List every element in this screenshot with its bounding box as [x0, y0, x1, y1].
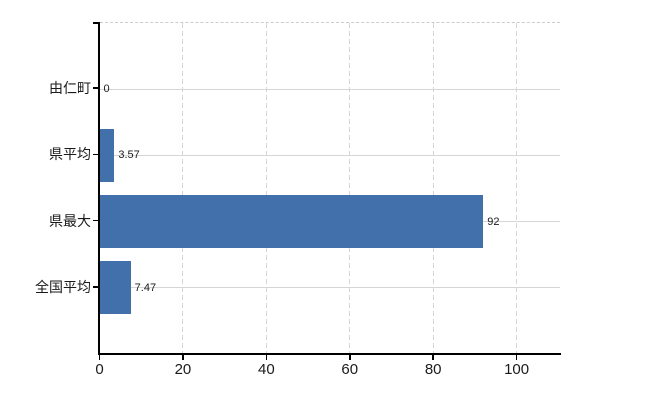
- vertical-gridline: [182, 23, 184, 354]
- horizontal-gridline: [99, 154, 560, 156]
- plot-area: 0 3.57 92 7.47: [99, 22, 560, 354]
- x-tick-mark: [265, 354, 268, 360]
- bar-value-label: 92: [487, 215, 500, 228]
- category-label: 県平均: [49, 146, 91, 163]
- vertical-gridline: [516, 23, 518, 354]
- bar-value-label: 3.57: [118, 149, 140, 162]
- y-axis-line: [98, 22, 100, 355]
- x-axis-tick-label: 40: [257, 361, 275, 378]
- category-label: 全国平均: [35, 278, 91, 295]
- bar: [99, 195, 484, 249]
- x-tick-mark: [432, 354, 434, 360]
- x-axis-tick-label: 80: [424, 361, 442, 378]
- y-axis-end-tick: [93, 22, 99, 24]
- x-axis-tick-label: 20: [174, 361, 192, 378]
- horizontal-gridline: [99, 287, 560, 289]
- bar-value-label: 0: [103, 83, 110, 96]
- y-tick-mark: [93, 286, 99, 288]
- x-tick-mark: [98, 354, 101, 360]
- category-label: 県最大: [49, 212, 91, 229]
- bar: [99, 261, 131, 315]
- x-axis-tick-label: 60: [341, 361, 359, 378]
- category-label: 由仁町: [49, 80, 91, 97]
- y-tick-mark: [93, 87, 99, 89]
- vertical-gridline: [265, 23, 267, 354]
- x-axis-tick-label: 100: [504, 361, 530, 378]
- x-tick-mark: [515, 354, 518, 360]
- y-tick-mark: [93, 219, 99, 222]
- horizontal-gridline: [99, 88, 560, 90]
- y-tick-mark: [93, 153, 99, 156]
- vertical-gridline: [432, 23, 434, 354]
- vertical-gridline: [349, 23, 351, 354]
- bar: [99, 128, 115, 182]
- x-tick-mark: [349, 354, 351, 360]
- x-axis-tick-label: 0: [95, 361, 104, 378]
- x-axis-line: [98, 353, 561, 355]
- bar-value-label: 7.47: [134, 281, 157, 294]
- x-tick-mark: [182, 354, 184, 360]
